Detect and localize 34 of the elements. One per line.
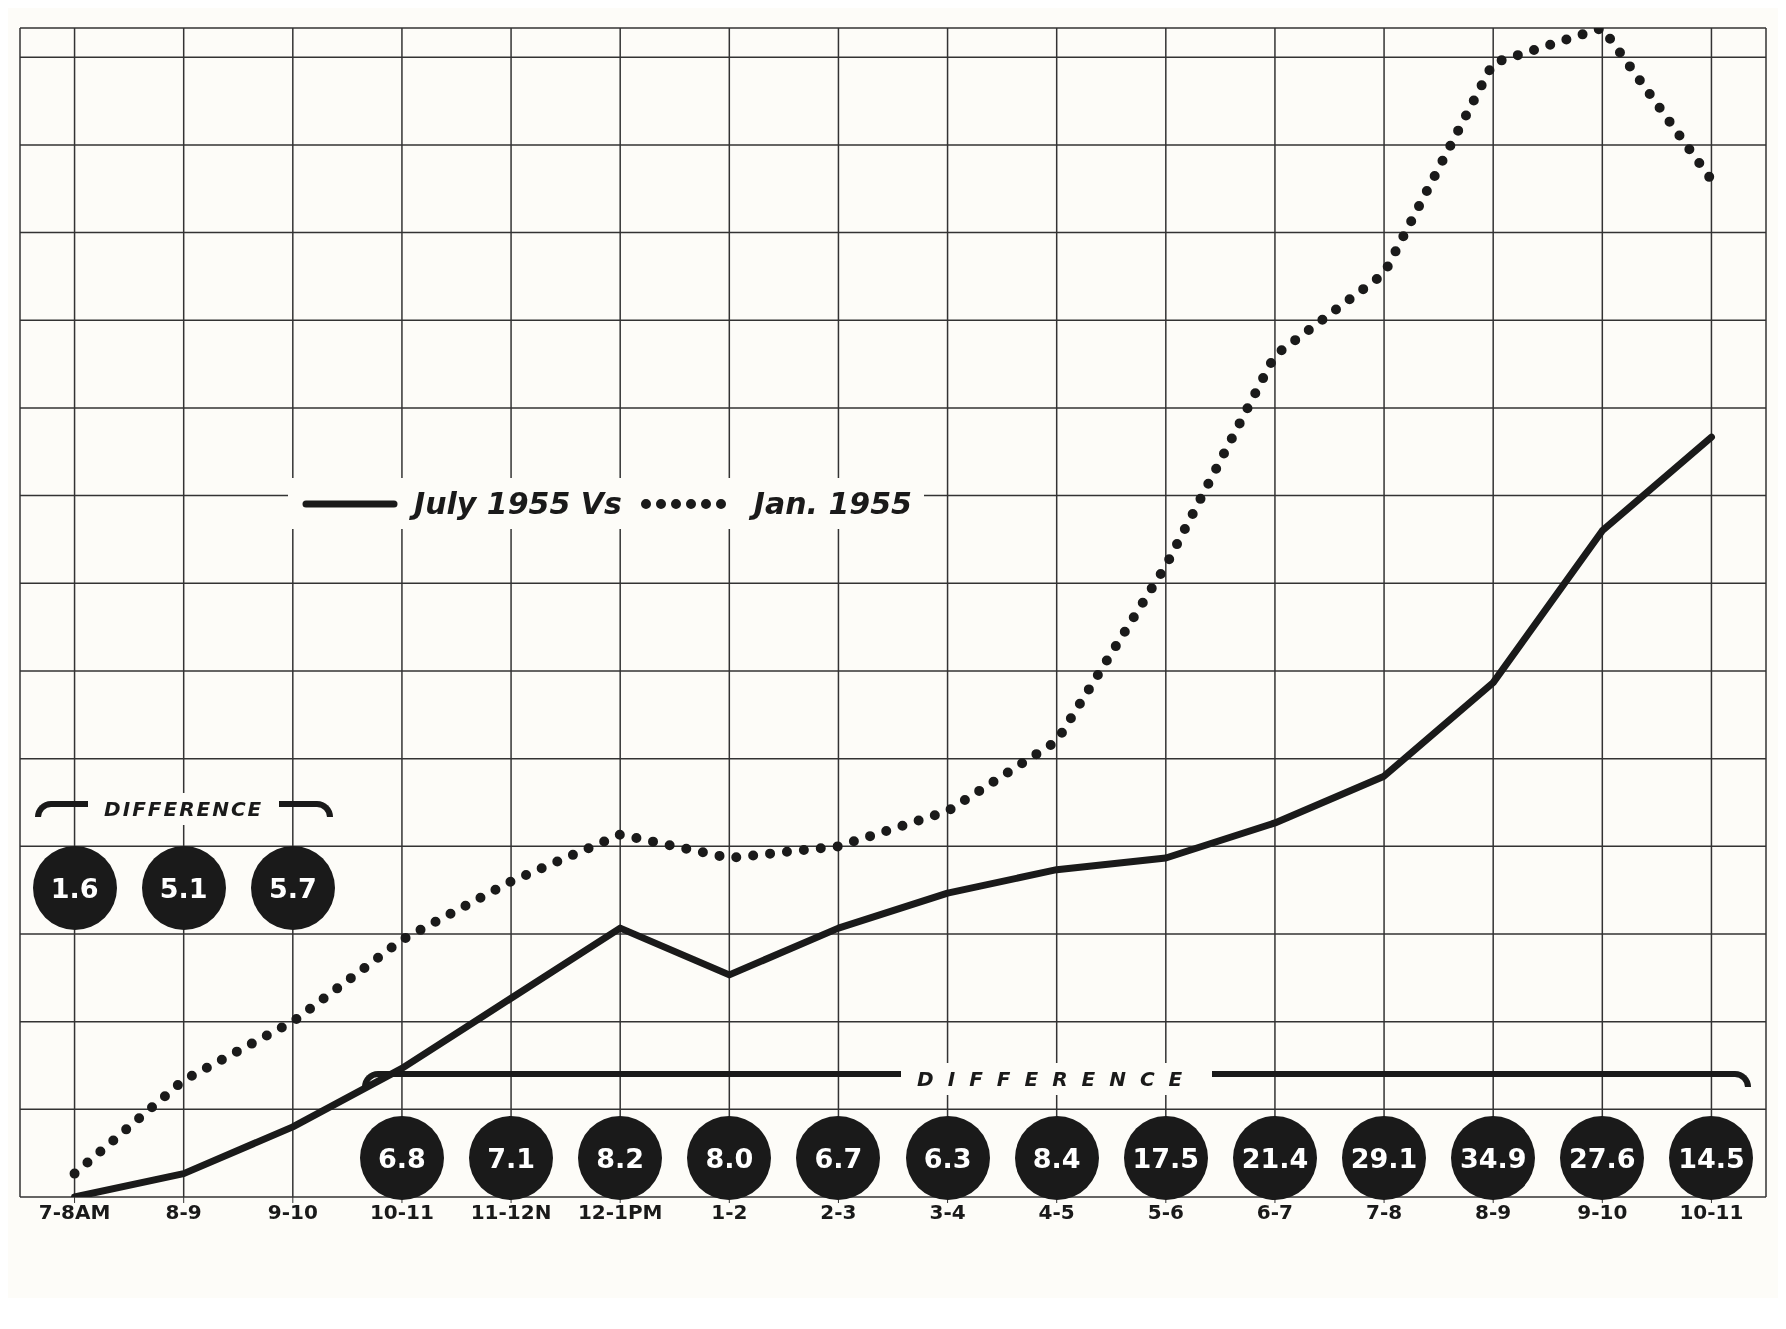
x-tick-label: 9-10 <box>1577 1200 1628 1225</box>
annotation: 5.7 <box>268 872 317 904</box>
x-tick-label: 7-8AM <box>38 1200 111 1225</box>
annotation: 7.1 <box>487 1142 535 1174</box>
annotation: 14.5 <box>1678 1142 1745 1174</box>
x-tick-label: 10-11 <box>1679 1200 1744 1225</box>
x-tick-label: 8-9 <box>165 1200 202 1225</box>
annotation: 8.0 <box>705 1142 754 1174</box>
x-tick-label: 10-11 <box>369 1200 434 1225</box>
x-tick-label: 7-8 <box>1365 1200 1403 1225</box>
x-tick-label: 3-4 <box>929 1200 966 1225</box>
x-tick-label: 9-10 <box>267 1200 318 1225</box>
x-tick-label: 2-3 <box>820 1200 857 1225</box>
annotation: DIFFERENCE <box>911 1063 1203 1095</box>
annotation: 5.1 <box>159 872 208 904</box>
annotation: 6.3 <box>923 1142 972 1174</box>
x-tick-label: 8-9 <box>1475 1200 1512 1225</box>
annotation: 6.8 <box>378 1142 426 1174</box>
x-tick-label: 5-6 <box>1147 1200 1184 1225</box>
annotation: 6.7 <box>814 1142 863 1174</box>
annotation: DIFFERENCE <box>98 793 270 825</box>
annotation: 8.4 <box>1032 1142 1081 1174</box>
x-tick-label: 1-2 <box>711 1200 748 1225</box>
x-tick-label: 4-5 <box>1038 1200 1075 1225</box>
annotation: 27.6 <box>1569 1142 1636 1174</box>
annotation: 21.4 <box>1241 1142 1309 1174</box>
x-tick-label: 12-1PM <box>577 1200 663 1225</box>
x-tick-label: 6-7 <box>1256 1200 1294 1225</box>
annotation: 29.1 <box>1350 1142 1418 1174</box>
annotation: 34.9 <box>1459 1142 1527 1174</box>
x-tick-label: 11-12N <box>470 1200 552 1225</box>
annotation: 17.5 <box>1132 1142 1200 1174</box>
annotation: 1.6 <box>50 872 99 904</box>
annotation: 8.2 <box>596 1142 645 1174</box>
